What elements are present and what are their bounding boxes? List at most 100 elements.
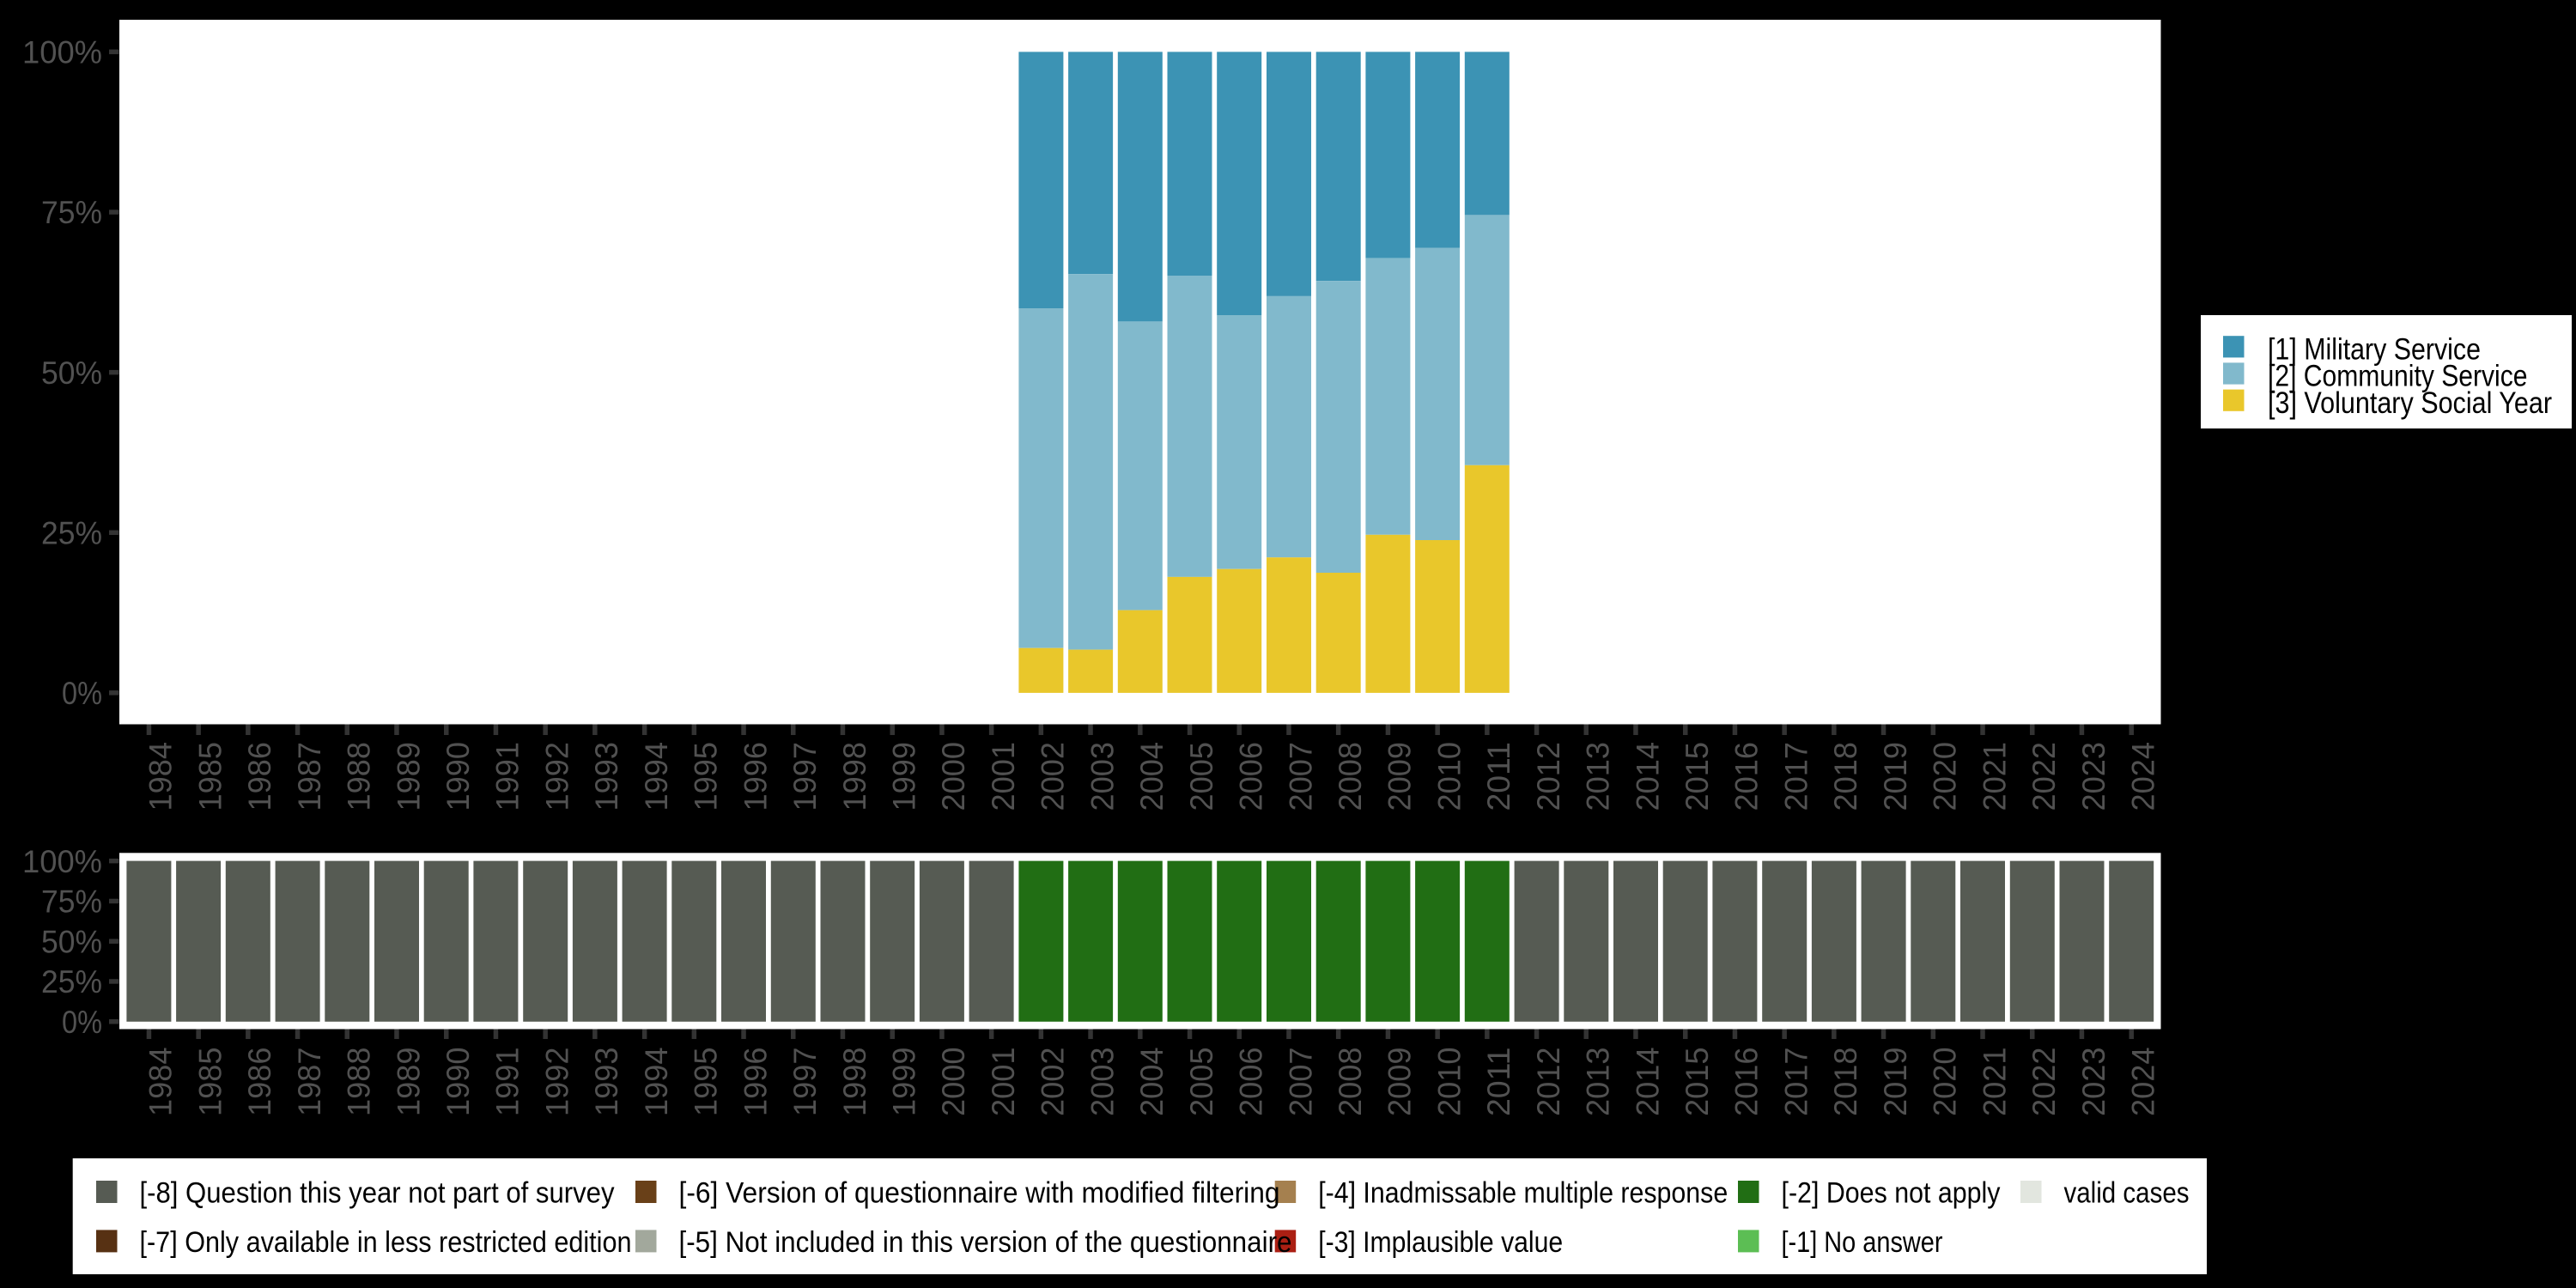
svg-text:[-8] Question this year not pa: [-8] Question this year not part of surv…: [140, 1177, 615, 1210]
svg-text:1998: 1998: [837, 1048, 872, 1117]
svg-text:1984: 1984: [143, 742, 179, 811]
svg-text:[-3] Implausible value: [-3] Implausible value: [1318, 1226, 1563, 1259]
svg-text:2009: 2009: [1382, 742, 1418, 811]
svg-text:[1] Military Service: [1] Military Service: [2268, 332, 2481, 366]
svg-text:2003: 2003: [1084, 742, 1120, 811]
svg-text:1988: 1988: [342, 1048, 377, 1117]
svg-text:valid cases: valid cases: [2064, 1177, 2190, 1210]
svg-text:25%: 25%: [41, 516, 102, 551]
svg-text:1987: 1987: [292, 742, 327, 811]
svg-text:0%: 0%: [62, 676, 102, 711]
svg-text:2001: 2001: [986, 1048, 1021, 1117]
svg-text:1993: 1993: [589, 742, 624, 811]
svg-text:1985: 1985: [192, 742, 228, 811]
svg-text:2000: 2000: [936, 1048, 971, 1117]
svg-text:2011: 2011: [1481, 742, 1516, 811]
svg-text:2018: 2018: [1828, 742, 1863, 811]
svg-text:2007: 2007: [1283, 742, 1318, 811]
svg-text:2012: 2012: [1531, 1048, 1566, 1117]
svg-text:2016: 2016: [1729, 1048, 1765, 1117]
svg-text:1999: 1999: [887, 1048, 922, 1117]
svg-text:1994: 1994: [639, 742, 674, 811]
svg-text:2006: 2006: [1234, 1048, 1269, 1117]
svg-text:1992: 1992: [540, 742, 575, 811]
svg-text:2023: 2023: [2076, 1048, 2111, 1117]
svg-text:2020: 2020: [1928, 742, 1963, 811]
svg-text:2014: 2014: [1630, 1048, 1665, 1117]
svg-text:2004: 2004: [1134, 742, 1170, 811]
svg-text:75%: 75%: [41, 195, 102, 230]
svg-text:2005: 2005: [1184, 1048, 1219, 1117]
svg-text:1986: 1986: [242, 1048, 277, 1117]
svg-text:[-7] Only available in less re: [-7] Only available in less restricted e…: [140, 1226, 632, 1259]
svg-text:[-5] Not included in this vers: [-5] Not included in this version of the…: [679, 1226, 1292, 1259]
svg-text:1988: 1988: [342, 742, 377, 811]
svg-text:2023: 2023: [2076, 742, 2111, 811]
svg-text:2000: 2000: [936, 742, 971, 811]
svg-text:2002: 2002: [1036, 1048, 1071, 1117]
svg-text:1997: 1997: [787, 742, 823, 811]
svg-text:2013: 2013: [1581, 742, 1616, 811]
svg-text:2003: 2003: [1084, 1048, 1120, 1117]
svg-text:2024: 2024: [2126, 742, 2161, 811]
svg-text:2013: 2013: [1581, 1048, 1616, 1117]
svg-text:[-6] Version of questionnaire: [-6] Version of questionnaire with modif…: [679, 1177, 1280, 1210]
svg-text:1989: 1989: [391, 742, 426, 811]
svg-text:25%: 25%: [41, 964, 102, 999]
svg-text:2022: 2022: [2026, 1048, 2062, 1117]
svg-text:1993: 1993: [589, 1048, 624, 1117]
svg-text:1989: 1989: [391, 1048, 426, 1117]
svg-text:2011: 2011: [1481, 1048, 1516, 1117]
svg-text:[3] Voluntary Social Year: [3] Voluntary Social Year: [2268, 386, 2552, 420]
svg-text:2010: 2010: [1431, 742, 1467, 811]
svg-text:1987: 1987: [292, 1048, 327, 1117]
svg-text:1997: 1997: [787, 1048, 823, 1117]
svg-text:2016: 2016: [1729, 742, 1765, 811]
svg-text:2009: 2009: [1382, 1048, 1418, 1117]
svg-text:1984: 1984: [143, 1048, 179, 1117]
svg-text:2012: 2012: [1531, 742, 1566, 811]
svg-text:2017: 2017: [1779, 742, 1814, 811]
svg-text:2015: 2015: [1680, 1048, 1715, 1117]
svg-text:[-4] Inadmissable multiple res: [-4] Inadmissable multiple response: [1318, 1177, 1728, 1210]
svg-text:50%: 50%: [41, 355, 102, 391]
svg-text:2008: 2008: [1333, 1048, 1368, 1117]
svg-text:2014: 2014: [1630, 742, 1665, 811]
svg-text:2004: 2004: [1134, 1048, 1170, 1117]
svg-text:1986: 1986: [242, 742, 277, 811]
svg-text:2010: 2010: [1431, 1048, 1467, 1117]
svg-text:2001: 2001: [986, 742, 1021, 811]
svg-text:1991: 1991: [490, 742, 526, 811]
svg-text:50%: 50%: [41, 924, 102, 959]
svg-text:2015: 2015: [1680, 742, 1715, 811]
svg-text:2007: 2007: [1283, 1048, 1318, 1117]
svg-text:2018: 2018: [1828, 1048, 1863, 1117]
svg-text:2021: 2021: [1977, 742, 2012, 811]
svg-text:1990: 1990: [440, 1048, 476, 1117]
svg-text:100%: 100%: [22, 35, 102, 70]
svg-text:1990: 1990: [440, 742, 476, 811]
svg-text:[2] Community Service: [2] Community Service: [2268, 360, 2528, 393]
svg-text:2019: 2019: [1878, 1048, 1913, 1117]
svg-text:[-2] Does not apply: [-2] Does not apply: [1782, 1177, 2001, 1210]
svg-text:1995: 1995: [689, 1048, 724, 1117]
svg-text:1998: 1998: [837, 742, 872, 811]
svg-text:1994: 1994: [639, 1048, 674, 1117]
svg-text:1985: 1985: [192, 1048, 228, 1117]
svg-text:2019: 2019: [1878, 742, 1913, 811]
svg-text:2017: 2017: [1779, 1048, 1814, 1117]
svg-text:2020: 2020: [1928, 1048, 1963, 1117]
svg-text:2006: 2006: [1234, 742, 1269, 811]
svg-text:2024: 2024: [2126, 1048, 2161, 1117]
svg-text:1991: 1991: [490, 1048, 526, 1117]
svg-text:2005: 2005: [1184, 742, 1219, 811]
svg-text:1996: 1996: [738, 742, 773, 811]
svg-text:1996: 1996: [738, 1048, 773, 1117]
svg-text:2008: 2008: [1333, 742, 1368, 811]
svg-text:2021: 2021: [1977, 1048, 2012, 1117]
svg-text:0%: 0%: [62, 1005, 102, 1040]
svg-text:100%: 100%: [22, 844, 102, 879]
svg-text:1999: 1999: [887, 742, 922, 811]
svg-text:2002: 2002: [1036, 742, 1071, 811]
svg-text:1992: 1992: [540, 1048, 575, 1117]
